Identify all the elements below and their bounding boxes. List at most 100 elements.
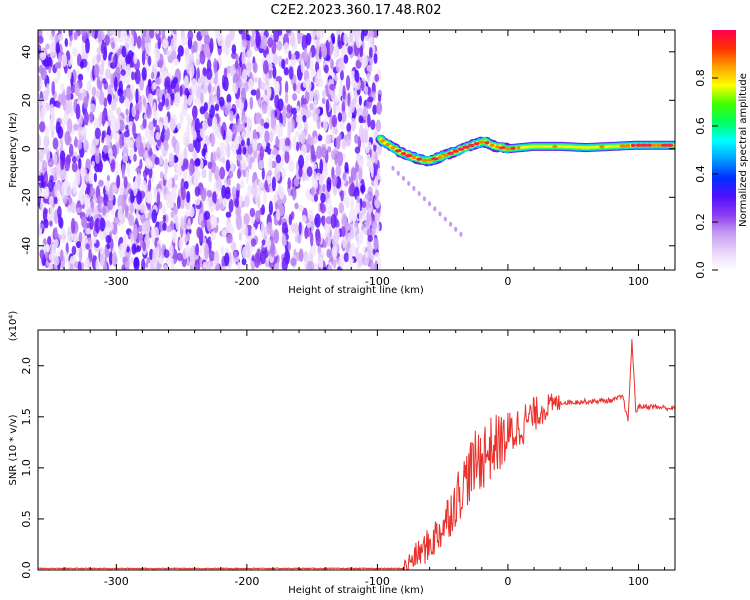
noise-speck [208,250,216,262]
noise-speck [367,96,374,103]
noise-speck [73,123,80,131]
noise-speck [213,58,218,74]
noise-speck [85,227,92,235]
noise-speck [83,193,90,208]
noise-speck [66,85,72,101]
noise-speck [305,155,311,162]
noise-speck [142,118,147,129]
noise-speck [50,41,56,53]
noise-speck [112,56,116,68]
noise-speck [123,131,130,138]
noise-speck [276,122,283,138]
noise-speck [89,216,94,230]
noise-speck [322,165,328,180]
noise-speck [105,68,112,80]
noise-speck [319,106,324,115]
noise-speck [151,209,158,224]
noise-speck [298,221,302,235]
noise-speck [180,216,185,230]
noise-speck [281,256,288,270]
noise-speck [59,169,66,181]
noise-speck [315,232,321,247]
noise-speck [318,257,323,264]
noise-speck [326,180,332,192]
noise-speck [183,75,189,89]
noise-speck [285,30,291,34]
noise-speck [199,247,203,255]
noise-speck [362,215,367,222]
noise-speck [242,68,248,83]
noise-speck [129,202,134,214]
noise-speck [342,140,346,149]
noise-speck [144,219,151,235]
noise-speck [361,201,367,208]
noise-speck [260,221,265,238]
noise-speck [352,80,358,89]
y-tick-label: 20 [20,93,33,107]
noise-speck [195,243,200,256]
figure-title: C2E2.2023.360.17.48.R02 [270,3,441,18]
noise-speck [295,131,300,138]
noise-speck [298,154,305,169]
noise-speck [292,82,297,92]
x-tick-label: 0 [504,275,511,288]
signal-hotspot [394,149,402,153]
noise-speck [264,179,268,191]
signal-branch-speck [417,191,421,197]
noise-speck [73,31,78,40]
noise-speck [374,73,380,83]
noise-speck [44,126,49,138]
noise-speck [75,103,81,120]
noise-speck [306,260,313,270]
noise-speck [259,146,265,161]
noise-speck [194,259,200,270]
noise-speck [225,34,232,48]
noise-speck [214,165,220,181]
signal-branch-speck [412,186,416,191]
noise-speck [111,251,118,267]
noise-speck [192,106,197,121]
noise-speck [168,176,173,189]
noise-speck [40,198,44,213]
noise-speck [126,162,131,177]
noise-speck [89,146,96,155]
noise-speck [340,226,346,238]
noise-speck [219,166,226,180]
noise-speck [226,233,233,244]
noise-speck [279,204,285,217]
noise-speck [267,37,274,48]
noise-speck [206,67,213,80]
noise-speck [164,158,169,174]
noise-speck [210,132,215,147]
noise-speck [325,216,333,225]
noise-speck [355,160,359,172]
noise-speck [80,30,87,37]
noise-speck [266,88,272,100]
noise-speck [326,198,332,205]
noise-speck [87,206,93,216]
noise-speck [321,97,326,105]
noise-speck [329,41,334,56]
noise-speck [340,190,344,202]
noise-speck [204,210,211,220]
noise-speck [340,69,344,81]
noise-speck [86,183,91,195]
signal-hotspot [484,141,490,145]
noise-speck [46,57,53,69]
noise-speck [123,176,128,189]
noise-speck [287,177,291,190]
noise-speck [82,167,87,177]
noise-speck [320,203,326,214]
noise-speck [278,186,285,200]
noise-speck [242,146,247,155]
noise-speck [98,90,105,106]
noise-speck [284,150,290,164]
noise-speck [106,175,111,182]
noise-speck [156,191,161,208]
x-tick-label: -300 [104,575,129,588]
noise-speck [112,184,117,194]
noise-speck [295,114,303,124]
noise-speck [147,78,152,87]
noise-speck [241,39,248,48]
noise-speck [114,119,121,132]
